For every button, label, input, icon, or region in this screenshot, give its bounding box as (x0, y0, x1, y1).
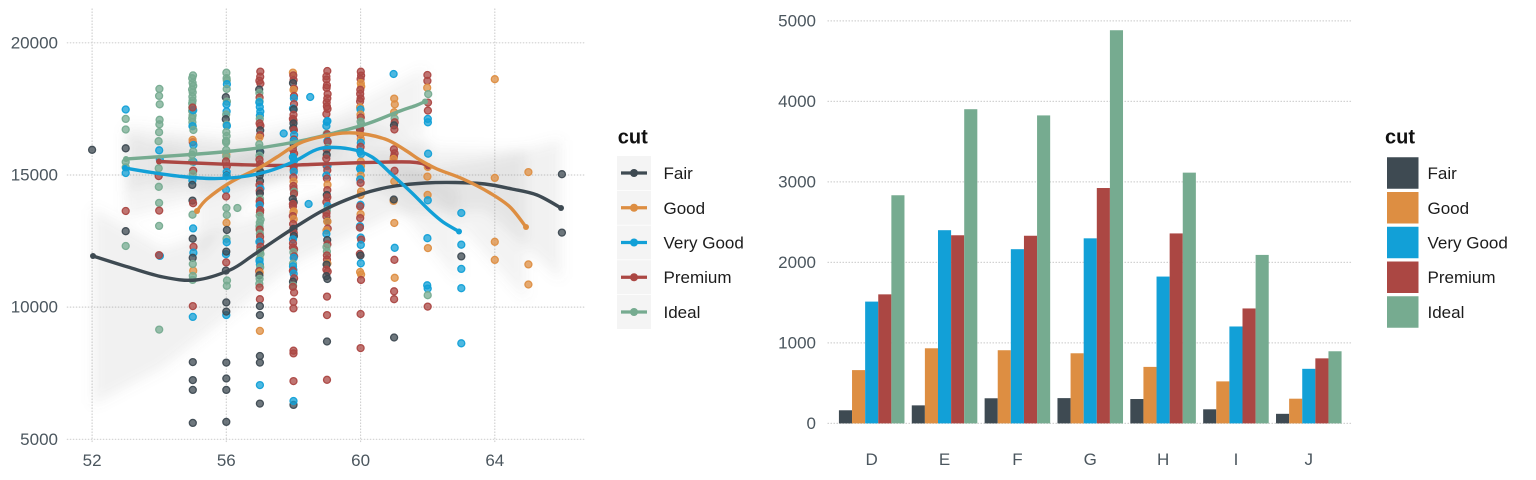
svg-text:56: 56 (217, 451, 236, 470)
svg-text:Good: Good (1428, 199, 1470, 218)
svg-text:20000: 20000 (11, 33, 58, 52)
svg-text:Fair: Fair (1428, 164, 1458, 183)
svg-text:Ideal: Ideal (1428, 303, 1465, 322)
svg-text:D: D (866, 450, 878, 469)
svg-text:60: 60 (351, 451, 370, 470)
svg-text:10000: 10000 (11, 298, 58, 317)
svg-text:5000: 5000 (778, 11, 816, 30)
svg-text:0: 0 (807, 414, 816, 433)
svg-text:52: 52 (83, 451, 102, 470)
svg-text:cut: cut (618, 127, 648, 149)
svg-text:Premium: Premium (1428, 268, 1496, 287)
svg-text:4000: 4000 (778, 92, 816, 111)
svg-text:F: F (1012, 450, 1022, 469)
svg-text:Ideal: Ideal (664, 303, 701, 322)
svg-text:Good: Good (664, 199, 706, 218)
svg-text:Very Good: Very Good (664, 234, 744, 253)
svg-text:cut: cut (1385, 127, 1415, 149)
svg-text:E: E (939, 450, 950, 469)
svg-text:J: J (1305, 450, 1314, 469)
svg-text:H: H (1157, 450, 1169, 469)
svg-text:Premium: Premium (664, 268, 732, 287)
svg-text:G: G (1084, 450, 1097, 469)
svg-text:64: 64 (485, 451, 504, 470)
svg-text:5000: 5000 (20, 430, 58, 449)
svg-text:2000: 2000 (778, 253, 816, 272)
svg-text:1000: 1000 (778, 333, 816, 352)
svg-text:Very Good: Very Good (1428, 234, 1508, 253)
svg-text:Fair: Fair (664, 164, 694, 183)
svg-text:I: I (1234, 450, 1239, 469)
svg-text:15000: 15000 (11, 166, 58, 185)
svg-text:3000: 3000 (778, 172, 816, 191)
